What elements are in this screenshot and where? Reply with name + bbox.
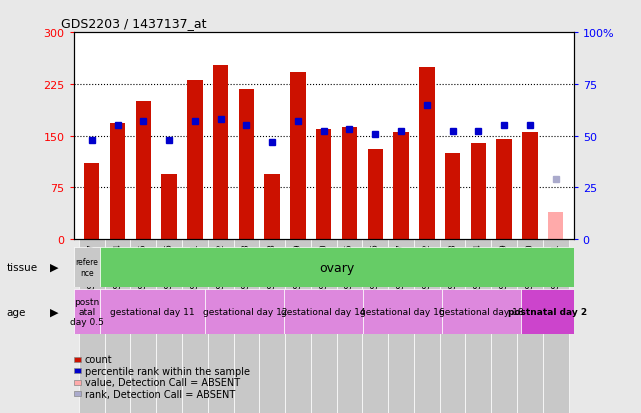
Bar — [363, 289, 442, 335]
Bar — [110, 124, 125, 240]
Text: gestational day 11: gestational day 11 — [110, 307, 195, 316]
Bar — [442, 289, 521, 335]
Text: postn
atal
day 0.5: postn atal day 0.5 — [70, 297, 104, 327]
Bar — [521, 289, 574, 335]
Bar — [259, 240, 285, 413]
Bar — [517, 240, 543, 413]
Bar — [233, 240, 259, 413]
Text: GDS2203 / 1437137_at: GDS2203 / 1437137_at — [61, 17, 206, 29]
Bar — [394, 133, 409, 240]
Bar — [182, 240, 208, 413]
Bar — [74, 289, 100, 335]
Bar — [548, 212, 563, 240]
Bar — [156, 240, 182, 413]
Bar — [342, 128, 357, 240]
Bar — [496, 140, 512, 240]
Bar — [100, 289, 205, 335]
Bar — [84, 164, 99, 240]
Bar — [465, 240, 491, 413]
Text: gestational day 18: gestational day 18 — [439, 307, 524, 316]
Bar — [238, 90, 254, 240]
Bar — [362, 240, 388, 413]
Text: gestational day 12: gestational day 12 — [203, 307, 287, 316]
Bar — [388, 240, 414, 413]
Text: percentile rank within the sample: percentile rank within the sample — [85, 366, 249, 376]
Bar — [74, 248, 100, 287]
Text: gestational day 16: gestational day 16 — [360, 307, 445, 316]
Bar — [205, 289, 284, 335]
Bar — [162, 174, 177, 240]
Bar — [337, 240, 362, 413]
Bar — [316, 129, 331, 240]
Bar — [187, 81, 203, 240]
Text: ovary: ovary — [319, 261, 354, 274]
Text: gestational day 14: gestational day 14 — [281, 307, 366, 316]
Bar — [470, 143, 486, 240]
Text: value, Detection Call = ABSENT: value, Detection Call = ABSENT — [85, 377, 240, 387]
Bar — [284, 289, 363, 335]
Bar — [135, 102, 151, 240]
Text: age: age — [6, 307, 26, 317]
Text: refere
nce: refere nce — [76, 258, 98, 277]
Bar — [130, 240, 156, 413]
Bar — [208, 240, 233, 413]
Bar — [440, 240, 465, 413]
Bar — [79, 240, 104, 413]
Bar — [491, 240, 517, 413]
Bar — [445, 154, 460, 240]
Text: postnatal day 2: postnatal day 2 — [508, 307, 587, 316]
Bar — [414, 240, 440, 413]
Text: rank, Detection Call = ABSENT: rank, Detection Call = ABSENT — [85, 389, 235, 399]
Bar — [213, 66, 228, 240]
Text: count: count — [85, 354, 112, 364]
Text: ▶: ▶ — [50, 262, 59, 273]
Bar — [311, 240, 337, 413]
Text: tissue: tissue — [6, 262, 38, 273]
Bar — [367, 150, 383, 240]
Text: ▶: ▶ — [50, 307, 59, 317]
Bar — [265, 174, 280, 240]
Bar — [522, 133, 538, 240]
Bar — [419, 67, 435, 240]
Bar — [543, 240, 569, 413]
Bar — [285, 240, 311, 413]
Bar — [290, 73, 306, 240]
Bar — [104, 240, 130, 413]
